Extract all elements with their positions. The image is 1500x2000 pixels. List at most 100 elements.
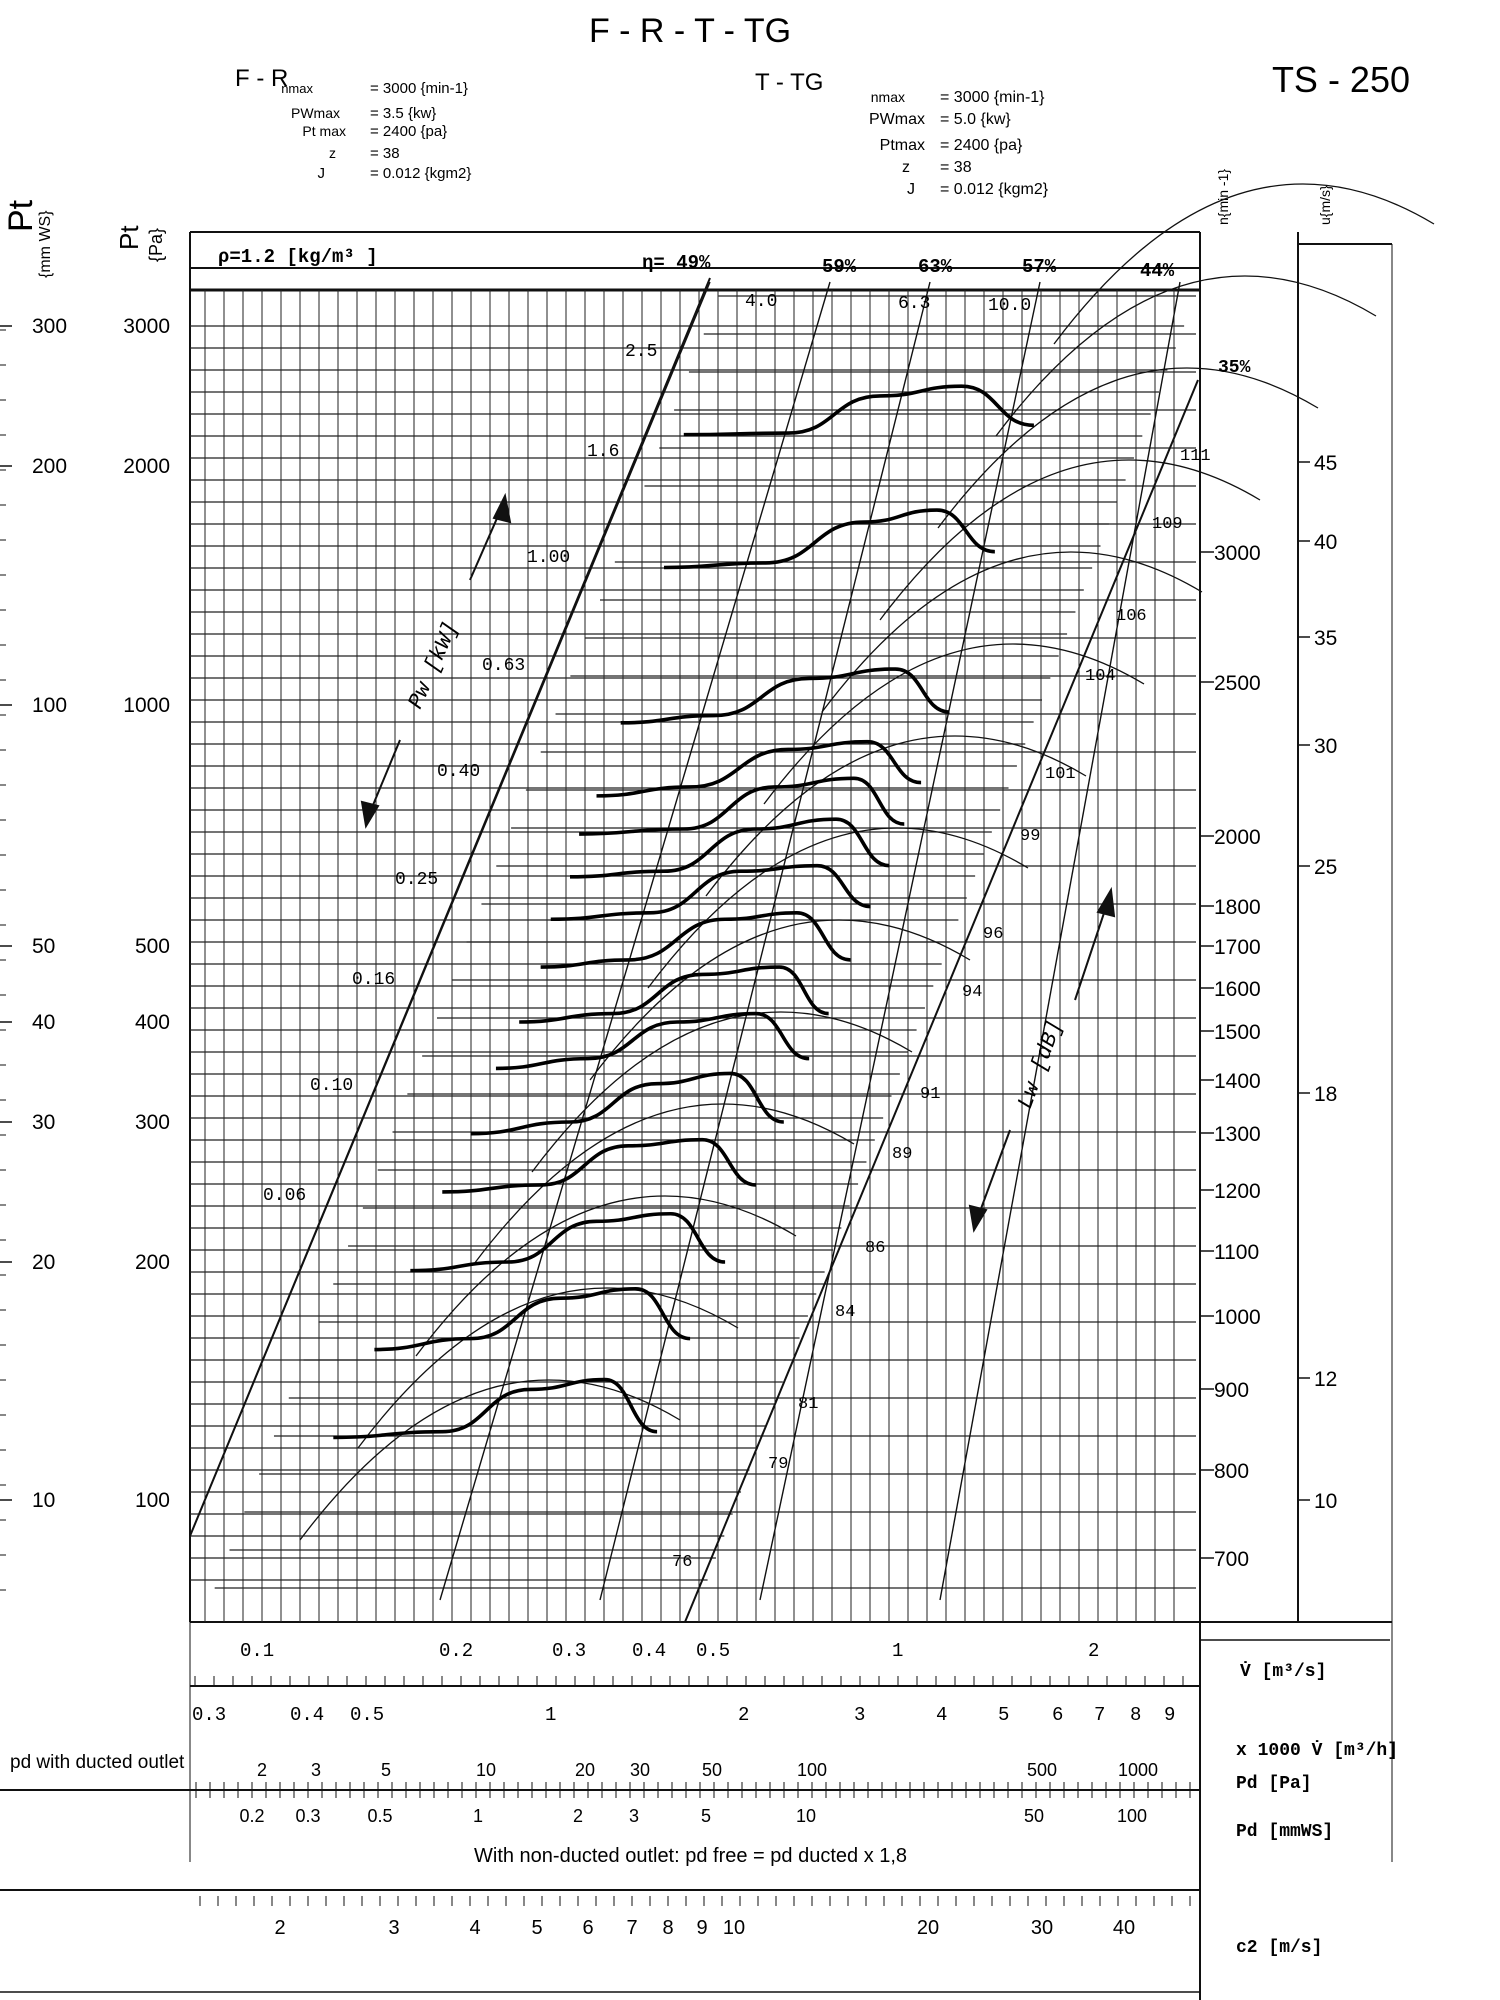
chart-frame <box>0 231 1393 2000</box>
c2-tick-label: 4 <box>469 1917 480 1939</box>
sound-label: 109 <box>1152 515 1183 534</box>
flow-m3h-tick-label: 6 <box>1052 1704 1063 1726</box>
pt-pa-axis-unit: {Pa} <box>146 228 166 262</box>
spec-block-fr: F - R nmax = 3000 {min-1} PWmax = 3.5 {k… <box>235 65 471 182</box>
spec-fr-value: = 0.012 {kgm2} <box>370 165 471 182</box>
flow-m3h-tick-label: 2 <box>738 1704 749 1726</box>
flow-m3h-tick-label: 3 <box>854 1704 865 1726</box>
fan-curve-3000 <box>683 384 1034 437</box>
pd-mmws-tick-label: 0.5 <box>367 1806 392 1826</box>
velocity-axis-title: u{m/s} <box>1317 185 1333 225</box>
flow-m3h-tick-label: 7 <box>1094 1704 1105 1726</box>
speed-tick-label: 1300 <box>1214 1123 1261 1146</box>
pd-pa-tick-label: 50 <box>702 1760 722 1780</box>
axis-ticks: 3002001005040302010300020001000500400300… <box>0 315 1337 1939</box>
sound-label: 81 <box>798 1395 818 1414</box>
pt-pa-axis-title: Pt <box>114 225 144 250</box>
pd-mmws-tick-label: 1 <box>473 1806 483 1826</box>
flow-m3s-tick-label: 0.3 <box>552 1640 586 1662</box>
flow-m3h-tick-label: 9 <box>1164 1704 1175 1726</box>
sound-label: 99 <box>1020 827 1040 846</box>
spec-fr-key: nmax <box>281 81 313 96</box>
efficiency-label: 59% <box>822 256 857 278</box>
sound-label: 84 <box>835 1303 855 1322</box>
pt-pa-tick-label: 500 <box>135 935 170 958</box>
fan-curve-1800 <box>596 739 922 798</box>
spec-fr-value: = 2400 {pa} <box>370 123 447 140</box>
efficiency-label: 63% <box>918 256 953 278</box>
power-label: 0.40 <box>437 762 480 782</box>
pd-mmws-tick-label: 2 <box>573 1806 583 1826</box>
power-label: 4.0 <box>745 292 777 312</box>
sound-label: 91 <box>920 1085 940 1104</box>
fan-curve-1500 <box>550 863 871 922</box>
pd-mmws-tick-label: 100 <box>1117 1806 1147 1826</box>
fan-curve-1200 <box>495 1011 810 1071</box>
pt-pa-tick-label: 2000 <box>123 455 170 478</box>
fan-curve-2500 <box>663 508 996 570</box>
c2-tick-label: 5 <box>531 1917 542 1939</box>
pd-pa-axis-title: Pd [Pa] <box>1236 1774 1312 1794</box>
c2-tick-label: 7 <box>626 1917 637 1939</box>
spec-fr-value: = 3.5 {kw} <box>370 105 436 122</box>
helper-arc <box>531 1011 913 1173</box>
pd-mmws-tick-label: 3 <box>629 1806 639 1826</box>
spec-ttg-key: J <box>907 181 915 198</box>
flow-m3h-tick-label: 0.5 <box>350 1704 384 1726</box>
flow-m3h-tick-label: 0.4 <box>290 1704 324 1726</box>
sound-label: 94 <box>962 983 982 1002</box>
efficiency-line <box>759 281 1041 1601</box>
power-label: 0.63 <box>482 656 525 676</box>
flow-m3s-tick-label: 0.5 <box>696 1640 730 1662</box>
speed-tick-label: 800 <box>1214 1460 1249 1483</box>
flow-m3s-tick-label: 0.1 <box>240 1640 274 1662</box>
pd-mmws-tick-label: 10 <box>796 1806 816 1826</box>
speed-tick-label: 1100 <box>1214 1241 1259 1264</box>
velocity-tick-label: 18 <box>1314 1083 1337 1106</box>
power-label: 0.16 <box>352 970 395 990</box>
speed-axis-title: n{min -1} <box>1215 169 1231 225</box>
c2-tick-label: 10 <box>723 1917 745 1939</box>
speed-tick-label: 1500 <box>1214 1021 1261 1044</box>
pt-mmws-tick-label: 300 <box>32 315 67 338</box>
power-label: 0.25 <box>395 870 438 890</box>
helper-arc <box>937 367 1319 529</box>
pt-mmws-tick-label: 20 <box>32 1251 55 1274</box>
spec-ttg-key: z <box>902 159 910 176</box>
sound-arrow <box>968 886 1116 1233</box>
efficiency-label: 44% <box>1140 260 1175 282</box>
sound-label: 101 <box>1045 765 1076 784</box>
spec-fr-value: = 3000 {min-1} <box>370 80 468 97</box>
pd-pa-tick-label: 1000 <box>1118 1760 1158 1780</box>
power-arrow <box>360 492 512 829</box>
efficiency-line <box>599 281 931 1601</box>
sound-label: 76 <box>672 1553 692 1572</box>
power-label: 0.10 <box>310 1076 353 1096</box>
helper-arc <box>705 735 1087 897</box>
c2-tick-label: 40 <box>1113 1917 1135 1939</box>
diagonal-boundaries <box>189 277 1199 1623</box>
helper-arc <box>357 1287 739 1449</box>
sound-label: 86 <box>865 1239 885 1258</box>
efficiency-line <box>939 281 1181 1601</box>
flow-m3h-tick-label: 4 <box>936 1704 947 1726</box>
spec-ttg-value: = 38 <box>940 159 972 176</box>
efficiency-line <box>439 281 831 1601</box>
speed-tick-label: 3000 <box>1214 542 1261 565</box>
fan-curve-2000 <box>620 667 950 725</box>
power-label: 0.06 <box>263 1186 306 1206</box>
helper-arc <box>1053 183 1435 345</box>
spec-ttg-key: PWmax <box>869 111 925 128</box>
pd-pa-tick-label: 100 <box>797 1760 827 1780</box>
pt-mmws-tick-label: 40 <box>32 1011 55 1034</box>
c2-tick-label: 8 <box>662 1917 673 1939</box>
spec-fr-label: F - R <box>235 65 288 92</box>
c2-tick-label: 2 <box>274 1917 285 1939</box>
flow-m3h-tick-label: 0.3 <box>192 1704 226 1726</box>
pt-pa-tick-label: 200 <box>135 1251 170 1274</box>
sound-label: 96 <box>983 925 1003 944</box>
velocity-tick-label: 30 <box>1314 735 1337 758</box>
speed-tick-label: 900 <box>1214 1379 1249 1402</box>
speed-tick-label: 1400 <box>1214 1070 1261 1093</box>
chart-title: F - R - T - TG <box>589 12 791 50</box>
